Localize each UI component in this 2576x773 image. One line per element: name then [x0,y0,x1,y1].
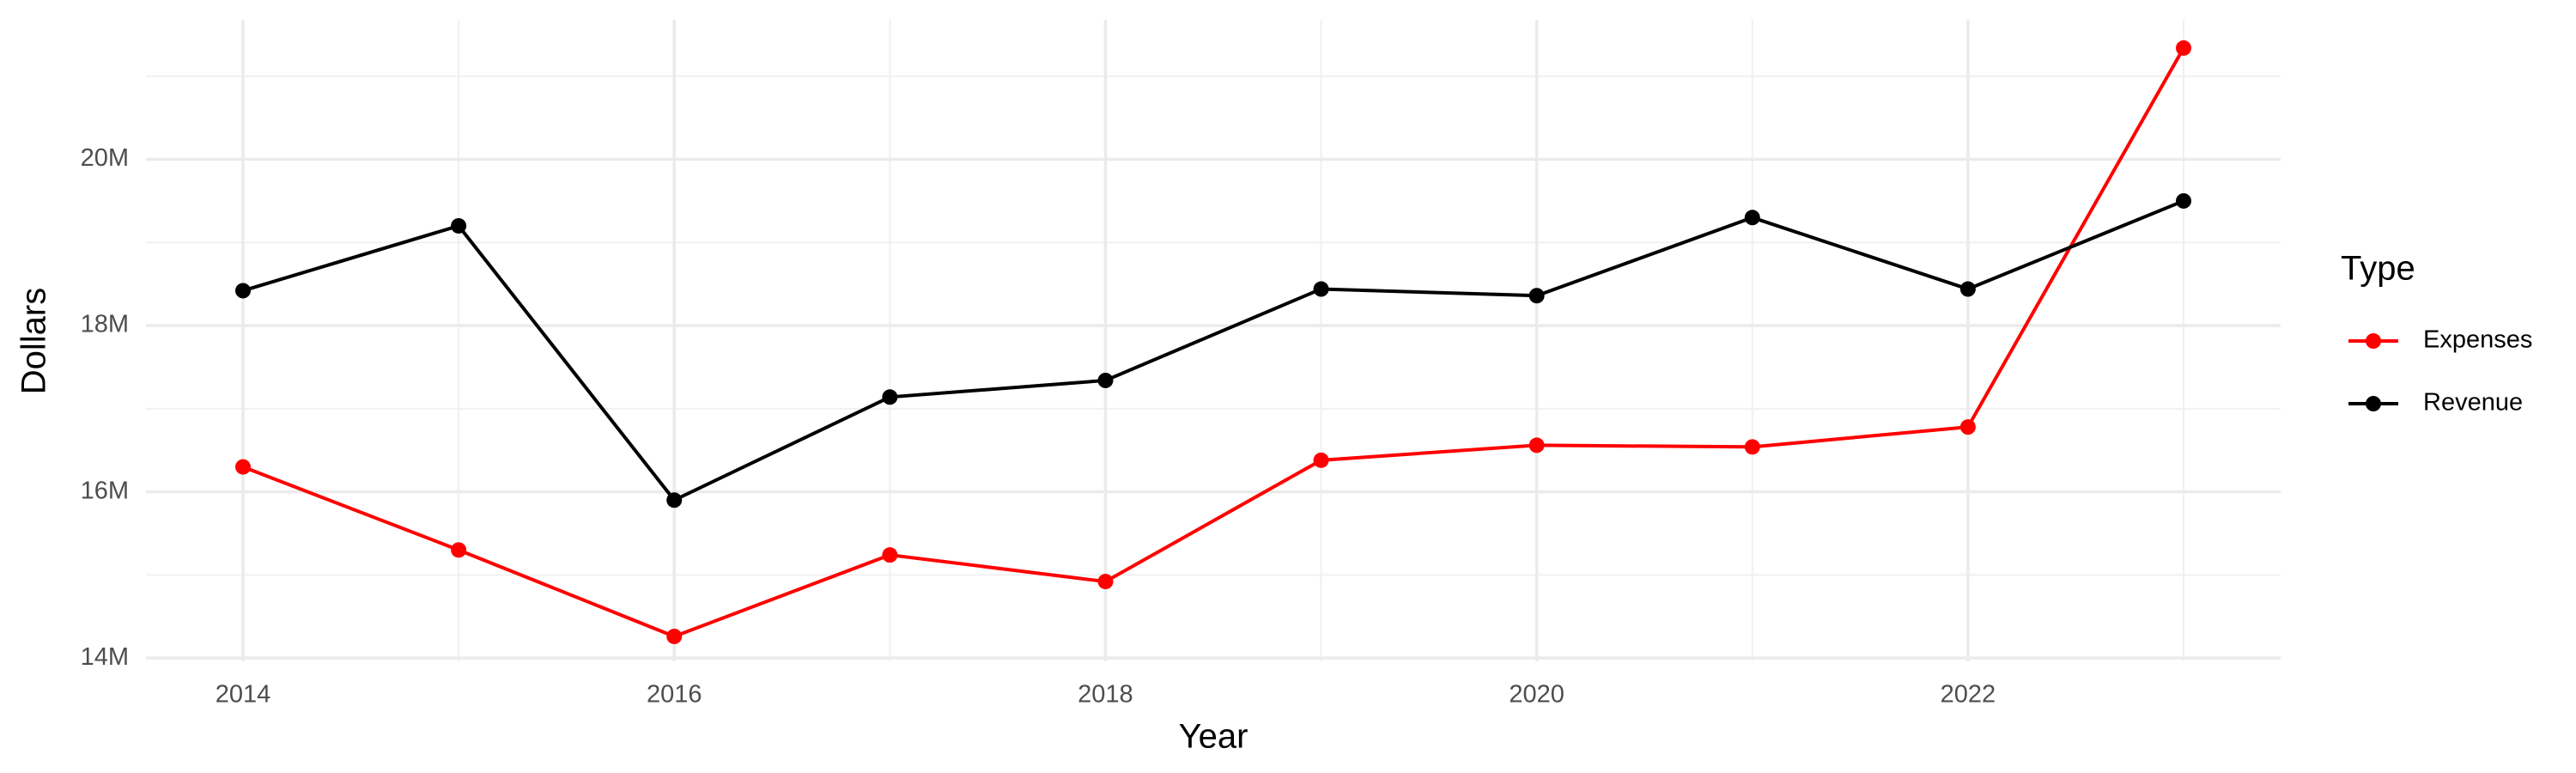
x-tick-label: 2022 [1941,681,1996,709]
data-point [882,389,898,405]
data-point [235,459,251,475]
y-tick-label: 18M [81,311,129,338]
y-axis-title: Dollars [15,288,53,394]
x-tick-label: 2014 [216,681,271,709]
legend-label: Expenses [2423,326,2532,354]
x-axis-title: Year [1179,718,1249,756]
data-point [666,628,683,644]
legend-label: Revenue [2423,389,2523,417]
x-tick-label: 2016 [647,681,702,709]
data-point [235,283,251,299]
data-point [2176,192,2191,209]
data-point [451,217,467,234]
legend-key-point [2366,333,2381,349]
grid [146,20,2281,661]
data-point [1744,439,1760,455]
y-tick-label: 14M [81,643,129,671]
data-point [1959,281,1976,297]
data-point [882,547,898,563]
data-point [2176,40,2191,56]
legend-title: Type [2341,250,2415,288]
data-point [1313,452,1329,468]
data-point [1097,372,1114,388]
data-point [1744,210,1760,226]
data-point [1097,574,1114,590]
y-tick-label: 16M [81,477,129,504]
legend-key-point [2366,396,2381,411]
data-point [1313,281,1329,297]
series-line [242,199,2184,502]
data-point [1959,419,1976,435]
data-point [1528,437,1545,453]
y-tick-label: 20M [81,144,129,172]
series-line [242,46,2185,639]
x-tick-label: 2018 [1078,681,1133,709]
data-point [451,542,467,558]
x-tick-label: 2020 [1509,681,1564,709]
data-point [1528,288,1545,304]
data-point [666,492,683,508]
